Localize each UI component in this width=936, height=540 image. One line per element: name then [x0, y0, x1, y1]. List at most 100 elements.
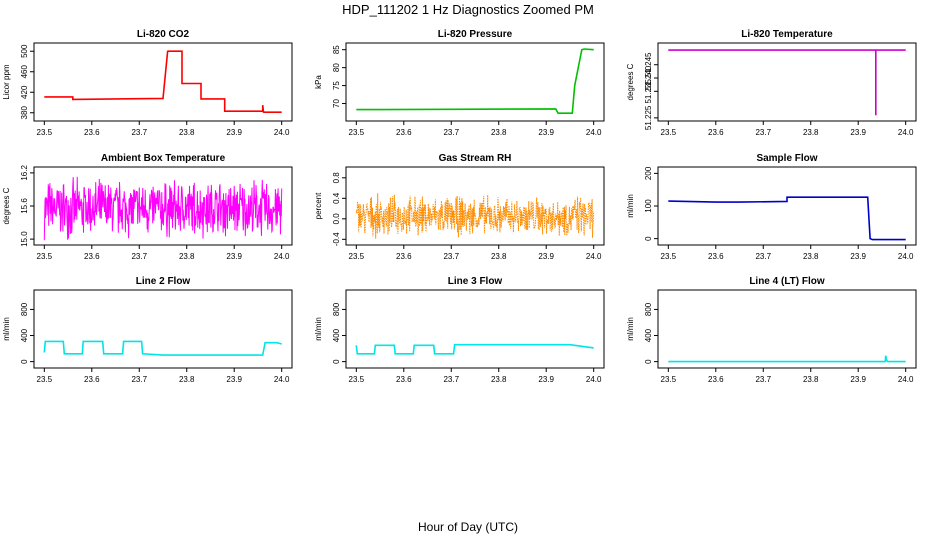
chart5-frame [345, 166, 605, 246]
chart9-y-label: ml/min [626, 317, 635, 341]
chart6-ytick-label: 100 [644, 199, 653, 213]
chart4-y-label: degrees C [2, 187, 11, 224]
chart4-ytick-label: 15.0 [20, 231, 29, 247]
chart9-xtick-label: 24.0 [898, 375, 914, 384]
chart1-xtick-label: 23.6 [84, 128, 100, 137]
chart3-ytick-label: 51.225 [644, 105, 653, 130]
chart5-gas-stream-rh: Gas Stream RH 23.5 23.6 23.7 23.8 23.9 24.0 -0.… [314, 153, 605, 261]
chart6-xtick-label: 24.0 [898, 252, 914, 261]
chart6-ytick-label: 200 [644, 166, 653, 180]
chart6-xtick-label: 23.8 [803, 252, 819, 261]
chart4-xtick-label: 23.6 [84, 252, 100, 261]
chart9-frame [657, 289, 917, 369]
chart1-ytick-label: 380 [20, 106, 29, 120]
chart6-y-label: ml/min [626, 194, 635, 218]
chart8-xtick-label: 23.8 [491, 375, 507, 384]
chart9-title: Line 4 (LT) Flow [749, 276, 825, 287]
chart7-title: Line 2 Flow [136, 276, 191, 287]
chart7-ytick-label: 0 [20, 359, 29, 364]
chart4-xtick-label: 24.0 [274, 252, 290, 261]
chart3-frame [657, 42, 917, 122]
chart9-xtick-label: 23.7 [755, 375, 771, 384]
chart6-frame [657, 166, 917, 246]
chart9-xtick-label: 23.6 [708, 375, 724, 384]
chart5-series-line [355, 193, 595, 239]
figure-title: HDP_111202 1 Hz Diagnostics Zoomed PM [342, 2, 594, 17]
chart5-ytick-label: -0.4 [332, 232, 341, 246]
chart3-xtick-label: 24.0 [898, 128, 914, 137]
chart1-ytick-label: 460 [20, 65, 29, 79]
chart7-y-label: ml/min [2, 317, 11, 341]
chart6-xtick-label: 23.7 [755, 252, 771, 261]
chart3-y-label: degrees C [626, 63, 635, 100]
chart5-xtick-label: 24.0 [586, 252, 602, 261]
chart2-xtick-label: 23.7 [443, 128, 459, 137]
chart8-xtick-label: 23.7 [443, 375, 459, 384]
chart7-xtick-label: 23.7 [131, 375, 147, 384]
chart1-xtick-label: 24.0 [274, 128, 290, 137]
chart4-ytick-label: 15.6 [20, 198, 29, 214]
chart2-ytick-label: 70 [332, 99, 341, 108]
chart3-ytick-label: 51.240 [644, 65, 653, 90]
chart7-frame [33, 289, 293, 369]
chart4-xtick-label: 23.7 [131, 252, 147, 261]
chart2-ytick-label: 85 [332, 45, 341, 54]
chart9-ytick-label: 400 [644, 328, 653, 342]
chart2-title: Li-820 Pressure [438, 29, 513, 40]
chart1-y-label: Licor ppm [2, 64, 11, 99]
chart8-ytick-label: 800 [332, 302, 341, 316]
chart8-xtick-label: 23.5 [349, 375, 365, 384]
chart8-ytick-label: 0 [332, 359, 341, 364]
chart2-xtick-label: 23.6 [396, 128, 412, 137]
chart2-xtick-label: 23.8 [491, 128, 507, 137]
chart3-ytick-label: 51.235 [644, 79, 653, 104]
chart5-title: Gas Stream RH [439, 153, 512, 164]
chart9-xtick-label: 23.8 [803, 375, 819, 384]
chart4-xtick-label: 23.5 [37, 252, 53, 261]
chart1-title: Li-820 CO2 [137, 29, 190, 40]
chart7-ytick-label: 800 [20, 302, 29, 316]
chart6-xtick-label: 23.6 [708, 252, 724, 261]
chart7-line-2-flow: Line 2 Flow 23.5 23.6 23.7 23.8 23.9 24.0 0 400 8… [2, 276, 293, 384]
chart8-series-line [355, 343, 594, 355]
chart4-ambient-box-temperature: Ambient Box Temperature 23.5 23.6 23.7 23.8 2… [2, 153, 293, 261]
chart8-xtick-label: 23.9 [538, 375, 554, 384]
chart4-title: Ambient Box Temperature [101, 153, 226, 164]
chart9-ytick-label: 0 [644, 359, 653, 364]
chart6-ytick-label: 0 [644, 236, 653, 241]
chart1-ytick-label: 420 [20, 85, 29, 99]
chart9-series-line [668, 355, 906, 363]
chart2-xtick-label: 23.9 [538, 128, 554, 137]
chart2-ytick-label: 75 [332, 81, 341, 90]
chart4-xtick-label: 23.9 [226, 252, 242, 261]
chart5-ytick-label: 0.8 [332, 172, 341, 184]
chart2-frame [345, 42, 605, 122]
chart2-li-820-pressure: Li-820 Pressure 23.5 23.6 23.7 23.8 23.9 24.0 7… [314, 29, 605, 137]
chart6-series-line [668, 196, 906, 241]
chart5-y-label: percent [314, 192, 323, 219]
chart7-xtick-label: 23.6 [84, 375, 100, 384]
chart8-frame [345, 289, 605, 369]
chart4-xtick-label: 23.8 [179, 252, 195, 261]
chart8-xtick-label: 24.0 [586, 375, 602, 384]
chart3-li-820-temperature: Li-820 Temperature 23.5 23.6 23.7 23.8 23.9 24… [626, 29, 917, 137]
chart3-ytick-label: 51.245 [644, 52, 653, 77]
chart3-xtick-label: 23.5 [661, 128, 677, 137]
chart2-xtick-label: 23.5 [349, 128, 365, 137]
chart6-sample-flow: Sample Flow 23.5 23.6 23.7 23.8 23.9 24.0 0 100 2… [626, 153, 917, 261]
chart2-y-label: kPa [314, 75, 323, 89]
chart2-ytick-label: 80 [332, 63, 341, 72]
chart8-line-3-flow: Line 3 Flow 23.5 23.6 23.7 23.8 23.9 24.0 0 400 8… [314, 276, 605, 384]
panels: Li-820 CO2 23.5 23.6 23.7 23.8 23.9 24.0 380 420… [2, 29, 917, 384]
chart3-xtick-label: 23.8 [803, 128, 819, 137]
chart5-xtick-label: 23.9 [538, 252, 554, 261]
chart5-xtick-label: 23.6 [396, 252, 412, 261]
chart5-xtick-label: 23.5 [349, 252, 365, 261]
chart8-ytick-label: 400 [332, 328, 341, 342]
chart2-xtick-label: 24.0 [586, 128, 602, 137]
chart4-series-line [43, 176, 283, 241]
chart1-xtick-label: 23.8 [179, 128, 195, 137]
chart5-ytick-label: 0.0 [332, 213, 341, 225]
chart1-frame [33, 42, 293, 122]
